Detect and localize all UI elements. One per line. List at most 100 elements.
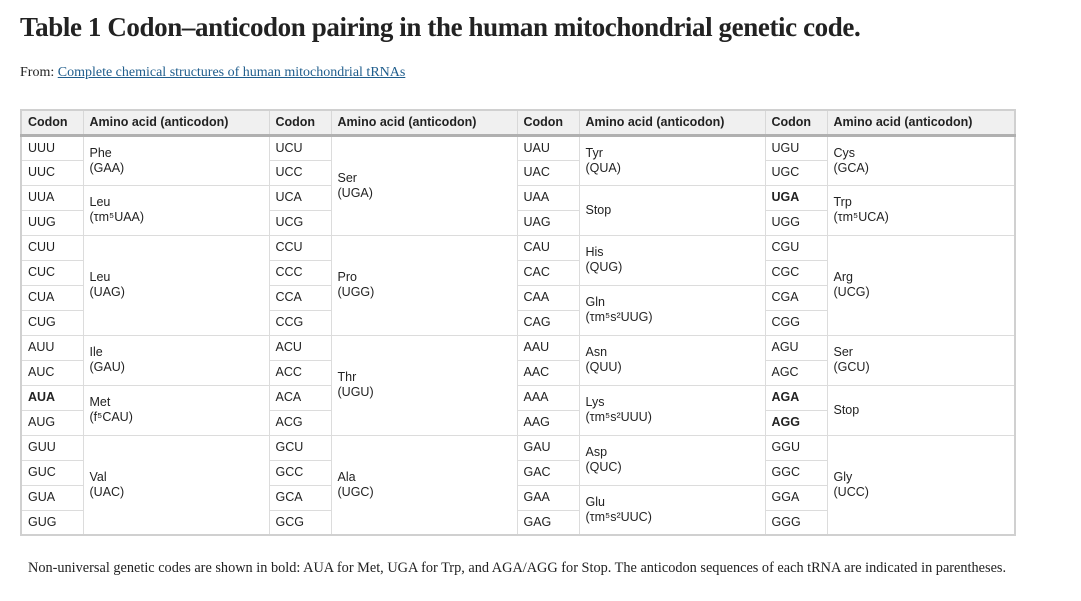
amino-acid-name: Trp [833, 195, 852, 209]
header-codon-2: Codon [268, 110, 331, 137]
amino-acid-name: Asn [585, 345, 608, 359]
codon-cell: CAG [516, 309, 580, 336]
amino-acid-cell: Ser (GCU) [826, 334, 1016, 386]
codon-cell: GUA [20, 484, 84, 511]
amino-acid-name: Leu [89, 195, 111, 209]
table-row: GUG GCG GAG GGG [20, 509, 1015, 536]
table-row: GUC GCC GAC GGC [20, 459, 1015, 486]
codon-cell: GCG [268, 509, 332, 536]
codon-cell: GAA [516, 484, 580, 511]
amino-acid-name: Ala [337, 469, 356, 484]
amino-acid-cell: Trp (τm⁵UCA) [826, 184, 1016, 236]
codon-cell: CGA [764, 284, 828, 311]
codon-cell: UAU [516, 134, 580, 161]
amino-acid-name: Met [89, 395, 111, 409]
amino-acid-cell: Asn (QUU) [578, 334, 766, 386]
anticodon-text: (τm⁵s²UUG) [585, 310, 653, 324]
amino-acid-name: Gln [585, 295, 605, 309]
amino-acid-name: Glu [585, 494, 605, 509]
codon-cell: AUA [20, 384, 84, 411]
from-label: From: [20, 65, 55, 80]
table-row: AUG ACG AAG AGG [20, 409, 1015, 436]
amino-acid-name: Thr [337, 370, 357, 384]
codon-cell: AAU [516, 334, 580, 361]
codon-cell: CCU [268, 234, 332, 261]
amino-acid-cell: Lys (τm⁵s²UUU) [578, 384, 766, 436]
codon-cell: CAU [516, 234, 580, 261]
codon-cell: UUA [20, 184, 84, 211]
table-row: AUC ACC AAC AGC [20, 359, 1015, 386]
codon-cell: ACG [268, 409, 332, 436]
codon-cell: AGC [764, 359, 828, 386]
codon-cell: AUG [20, 409, 84, 436]
anticodon-text: (τm⁵s²UUC) [585, 509, 652, 524]
codon-cell: UGG [764, 209, 828, 236]
amino-acid-name: Gly [833, 469, 853, 484]
header-amino-acid-3: Amino acid (anticodon) [578, 110, 765, 137]
amino-acid-name: Tyr [585, 145, 603, 160]
amino-acid-cell: Met (f⁵CAU) [82, 384, 270, 436]
codon-cell: CUG [20, 309, 84, 336]
amino-acid-cell: Leu (UAG) [82, 234, 270, 336]
codon-cell: AAA [516, 384, 580, 411]
amino-acid-name: Stop [833, 402, 860, 417]
anticodon-text: (QUG) [585, 260, 623, 274]
table-body: UUU Phe (GAA) UCU Ser (UGA) UAU Tyr (QUA) UGU Cys(… [20, 134, 1016, 536]
amino-acid-cell: Gly (UCC) [826, 434, 1016, 536]
codon-cell: CGC [764, 259, 828, 286]
codon-cell: GAU [516, 434, 580, 461]
codon-cell: CAC [516, 259, 580, 286]
amino-acid-cell: Thr (UGU) [330, 334, 518, 436]
codon-cell: GGA [764, 484, 828, 511]
codon-cell: UGA [764, 184, 828, 211]
codon-cell: CGU [764, 234, 828, 261]
header-amino-acid-1: Amino acid (anticodon) [82, 110, 269, 137]
amino-acid-name: Lys [585, 395, 605, 409]
header-codon-3: Codon [516, 110, 579, 137]
table-row: CUA CCA CAA Gln (τm⁵s²UUG) CGA [20, 284, 1015, 336]
amino-acid-cell: Tyr (QUA) [578, 134, 766, 186]
table-row: UUU Phe (GAA) UCU Ser (UGA) UAU Tyr (QUA) UGU Cys(… [20, 134, 1016, 236]
codon-cell: CCC [268, 259, 332, 286]
codon-cell: UCC [268, 159, 332, 186]
anticodon-text: (GCU) [833, 360, 870, 374]
source-line: From: Complete chemical structures of hu… [20, 65, 405, 81]
codon-cell: UGU [764, 134, 828, 161]
amino-acid-cell: Stop [578, 184, 766, 236]
anticodon-text: (τm⁵UCA) [833, 210, 889, 224]
anticodon-text: (UCG) [833, 285, 870, 299]
codon-cell: UCG [268, 209, 332, 236]
amino-acid-name: Arg [833, 270, 853, 284]
codon-cell: GUU [20, 434, 84, 461]
codon-cell: AGA [764, 384, 828, 411]
amino-acid-cell: Pro (UGG) [330, 234, 518, 336]
codon-cell: GAG [516, 509, 580, 536]
amino-acid-cell: Ser (UGA) [330, 134, 518, 236]
codon-cell: GUG [20, 509, 84, 536]
table-row: CUC CCC CAC CGC [20, 259, 1015, 286]
table-header-row: Codon Amino acid (anticodon) Codon Amino ac… [20, 110, 1015, 137]
amino-acid-name: Ser [833, 345, 853, 359]
header-codon-4: Codon [764, 110, 827, 137]
header-codon-1: Codon [20, 110, 83, 137]
codon-cell: UGC [764, 159, 828, 186]
codon-cell: GAC [516, 459, 580, 486]
amino-acid-cell: Cys (GCA) [826, 134, 1016, 186]
amino-acid-name: Pro [337, 270, 357, 284]
codon-cell: CCG [268, 309, 332, 336]
anticodon-text: (GAU) [89, 360, 125, 374]
table-row: AUA Met (f⁵CAU) ACA AAA Lys (τm⁵s²UUU) AGA Stop [20, 384, 1016, 436]
codon-cell: ACA [268, 384, 332, 411]
amino-acid-name: Ser [337, 170, 357, 185]
source-article-link[interactable]: Complete chemical structures of human mi… [57, 65, 406, 80]
amino-acid-cell: His (QUG) [578, 234, 766, 286]
amino-acid-cell: Glu (τm⁵s²UUC) [578, 484, 766, 536]
codon-cell: UUG [20, 209, 84, 236]
amino-acid-name: Ile [89, 345, 103, 359]
codon-cell: CGG [764, 309, 828, 336]
amino-acid-cell: Arg (UCG) [826, 234, 1016, 336]
table-row: CUU Leu (UAG) CCU Pro (UGG) CAU His (QUG) CGU Arg(… [20, 234, 1016, 336]
codon-cell: CUU [20, 234, 84, 261]
codon-cell: UUU [20, 134, 84, 161]
codon-cell: AUC [20, 359, 84, 386]
